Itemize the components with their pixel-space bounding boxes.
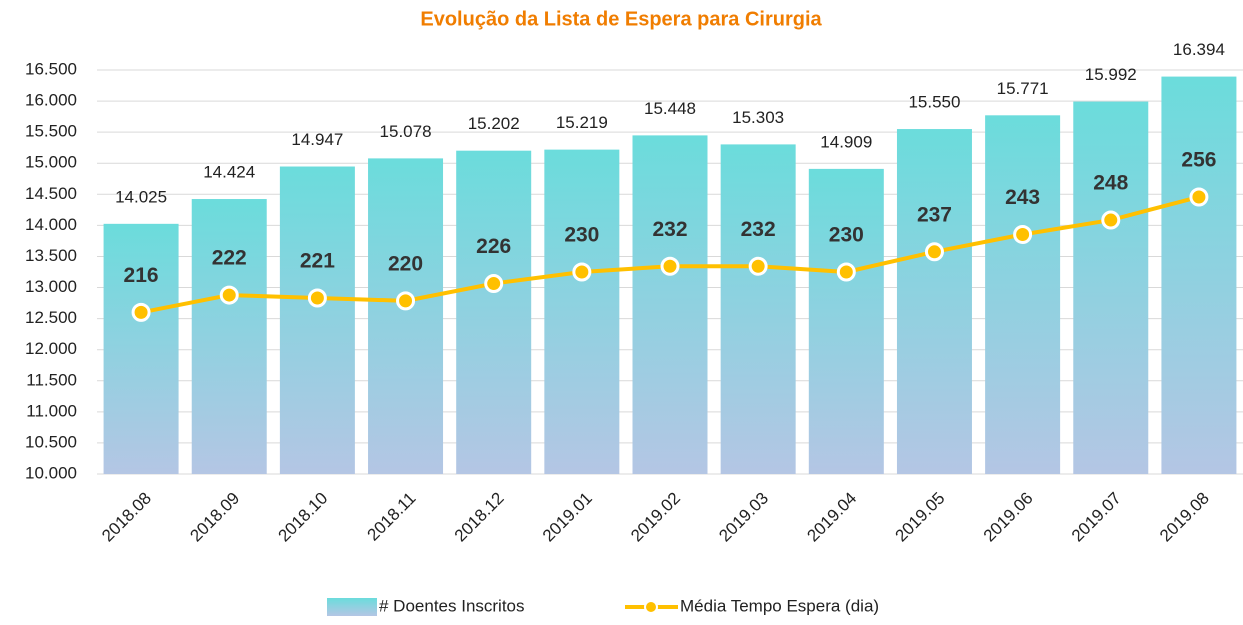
line-value-label: 248 bbox=[1093, 172, 1128, 195]
line-value-label: 232 bbox=[741, 218, 776, 241]
bar bbox=[103, 223, 179, 474]
y-tick-label: 10.000 bbox=[25, 463, 77, 482]
bar-value-label: 14.947 bbox=[291, 130, 343, 149]
bar bbox=[191, 199, 267, 475]
line-marker bbox=[1013, 224, 1033, 244]
x-tick-label: 2019.05 bbox=[892, 489, 949, 546]
line-marker bbox=[660, 256, 680, 276]
bar-value-label: 15.219 bbox=[556, 113, 608, 132]
legend-label: Média Tempo Espera (dia) bbox=[680, 596, 879, 615]
y-tick-label: 10.500 bbox=[25, 432, 77, 451]
line-value-label: 232 bbox=[652, 218, 687, 241]
bar-value-label: 15.078 bbox=[380, 122, 432, 141]
bar bbox=[1073, 101, 1149, 474]
line-marker bbox=[748, 256, 768, 276]
line-marker bbox=[1189, 187, 1209, 207]
line-marker bbox=[836, 262, 856, 282]
bar bbox=[896, 129, 972, 475]
y-tick-label: 15.000 bbox=[25, 153, 77, 172]
line-value-label: 216 bbox=[124, 264, 159, 287]
legend-label: # Doentes Inscritos bbox=[379, 596, 525, 615]
x-tick-label: 2018.11 bbox=[364, 489, 420, 545]
y-tick-label: 16.000 bbox=[25, 91, 77, 110]
y-tick-label: 13.000 bbox=[25, 277, 77, 296]
bar bbox=[1161, 76, 1237, 474]
line-value-label: 222 bbox=[212, 247, 247, 270]
line-marker bbox=[307, 288, 327, 308]
bar-value-label: 15.771 bbox=[997, 79, 1049, 98]
x-tick-label: 2018.09 bbox=[186, 489, 243, 546]
bar-value-label: 15.202 bbox=[468, 114, 520, 133]
x-tick-label: 2019.08 bbox=[1156, 489, 1213, 546]
line-value-label: 237 bbox=[917, 203, 952, 226]
bar-value-label: 14.909 bbox=[820, 132, 872, 151]
bar bbox=[456, 150, 532, 474]
bar-value-label: 14.424 bbox=[203, 163, 255, 182]
line-value-label: 226 bbox=[476, 235, 511, 258]
line-value-label: 256 bbox=[1181, 149, 1216, 172]
line-value-label: 243 bbox=[1005, 186, 1040, 209]
chart-title: Evolução da Lista de Espera para Cirurgi… bbox=[420, 8, 822, 30]
line-value-label: 230 bbox=[564, 224, 599, 247]
y-tick-label: 14.000 bbox=[25, 215, 77, 234]
y-tick-label: 14.500 bbox=[25, 184, 77, 203]
line-value-label: 221 bbox=[300, 250, 335, 273]
x-tick-label: 2018.08 bbox=[98, 489, 155, 546]
bar bbox=[544, 149, 620, 474]
x-tick-label: 2018.10 bbox=[274, 489, 331, 546]
bar-value-label: 15.303 bbox=[732, 108, 784, 127]
line-marker bbox=[396, 291, 416, 311]
line-marker bbox=[1101, 210, 1121, 230]
line-value-label: 230 bbox=[829, 224, 864, 247]
bar bbox=[985, 115, 1061, 474]
bar bbox=[720, 144, 796, 475]
x-tick-label: 2019.07 bbox=[1068, 489, 1125, 546]
x-tick-label: 2019.06 bbox=[980, 489, 1037, 546]
bar bbox=[279, 166, 355, 475]
y-tick-label: 15.500 bbox=[25, 122, 77, 141]
line-marker bbox=[924, 242, 944, 262]
line-marker bbox=[484, 274, 504, 294]
bar bbox=[808, 168, 884, 474]
x-tick-label: 2019.02 bbox=[627, 489, 684, 546]
x-tick-label: 2018.12 bbox=[451, 489, 508, 546]
y-tick-label: 11.500 bbox=[26, 370, 77, 389]
bar-value-label: 15.448 bbox=[644, 99, 696, 118]
x-tick-label: 2019.01 bbox=[539, 489, 596, 546]
legend-marker bbox=[644, 600, 658, 614]
bar-value-label: 16.394 bbox=[1173, 40, 1225, 59]
line-marker bbox=[219, 285, 239, 305]
line-marker bbox=[131, 302, 151, 322]
bar-value-label: 15.550 bbox=[908, 93, 960, 112]
line-marker bbox=[572, 262, 592, 282]
y-tick-label: 12.000 bbox=[25, 339, 77, 358]
bar bbox=[632, 135, 708, 474]
bar bbox=[368, 158, 444, 475]
bar-value-label: 14.025 bbox=[115, 187, 167, 206]
y-tick-label: 11.000 bbox=[26, 401, 77, 420]
y-tick-label: 12.500 bbox=[25, 308, 77, 327]
line-value-label: 220 bbox=[388, 252, 423, 275]
x-tick-label: 2019.03 bbox=[715, 489, 772, 546]
y-tick-label: 16.500 bbox=[25, 59, 77, 78]
bar-value-label: 15.992 bbox=[1085, 65, 1137, 84]
legend-swatch bbox=[327, 598, 377, 616]
y-tick-label: 13.500 bbox=[25, 246, 77, 265]
x-tick-label: 2019.04 bbox=[803, 489, 860, 546]
